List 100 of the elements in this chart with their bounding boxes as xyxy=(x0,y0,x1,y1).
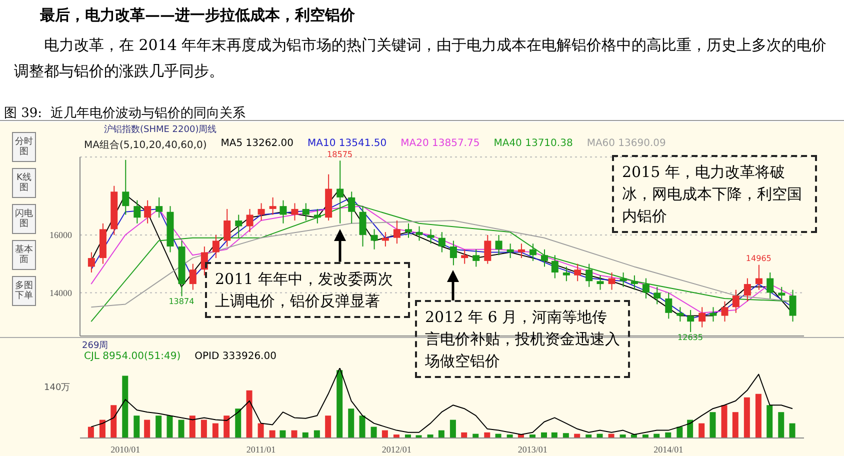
candlestick xyxy=(235,214,242,238)
text: MA60 13690.09 xyxy=(586,138,666,151)
text: 269周 xyxy=(82,340,108,351)
chart-subtitle: 电力改革，在 2014 年年末再度成为铝市场的热门关键词，由于电力成本在电解铝价格中的高比重，历史上多次的电价调整都与铝价的涨跌几乎同步。 xyxy=(14,35,828,82)
text: MA40 13710.38 xyxy=(494,138,573,151)
bar xyxy=(325,416,332,438)
bar xyxy=(156,416,162,438)
candlestick xyxy=(586,263,593,288)
bar xyxy=(291,430,298,438)
y-tick-label: 16000 xyxy=(50,230,72,240)
candlestick xyxy=(665,292,672,320)
text: 沪铝指数(SHME 2200)周线 xyxy=(104,124,217,136)
bar xyxy=(755,394,762,438)
text: 140万 xyxy=(44,382,70,394)
candlestick xyxy=(676,306,684,322)
series-label: CJL 8954.00(51:49) xyxy=(84,351,181,362)
annotation: 13874 xyxy=(168,297,196,306)
candlestick xyxy=(246,208,254,233)
bar xyxy=(224,416,230,438)
annotation: 14965 xyxy=(744,254,772,263)
bar xyxy=(732,412,738,438)
candlestick xyxy=(269,196,276,216)
candlestick xyxy=(291,202,298,222)
candlestick xyxy=(698,306,706,328)
bar xyxy=(710,412,716,438)
candlestick xyxy=(314,208,321,224)
candlestick xyxy=(370,228,378,250)
candlestick xyxy=(224,208,231,247)
bar xyxy=(766,405,773,438)
candlestick xyxy=(529,243,536,262)
candlestick xyxy=(710,306,717,322)
bar xyxy=(144,420,150,438)
candlestick xyxy=(789,289,796,322)
candlestick xyxy=(744,278,751,302)
bar xyxy=(450,420,456,438)
bar xyxy=(166,416,173,438)
bar xyxy=(461,432,468,438)
text: MA10 13541.50 xyxy=(308,138,387,149)
candlestick xyxy=(404,222,412,238)
candlestick xyxy=(393,220,400,244)
candlestick xyxy=(359,206,366,247)
bar xyxy=(258,423,264,438)
text: OPID 333926.00 xyxy=(194,351,276,362)
bar xyxy=(189,416,196,438)
bar xyxy=(302,432,308,438)
candlestick xyxy=(518,243,525,259)
bar xyxy=(562,433,569,438)
candlestick xyxy=(654,286,661,305)
candlestick xyxy=(280,200,287,224)
candlestick xyxy=(608,272,616,290)
text: K线图 xyxy=(12,168,36,198)
bar xyxy=(744,397,750,438)
bar xyxy=(665,432,672,438)
candlestick xyxy=(630,274,638,290)
x-tick-label: 2012/01 xyxy=(382,444,412,454)
bar xyxy=(370,426,377,438)
bar xyxy=(336,370,343,438)
bar xyxy=(280,430,286,438)
bar xyxy=(212,423,218,438)
bar xyxy=(359,416,366,438)
x-tick-label: 2014/01 xyxy=(654,444,684,454)
bar xyxy=(348,408,354,438)
annotation: 2012 年 6 月，河南等地传言电价补贴，投机资金迅速入场做空铝价 xyxy=(415,300,630,378)
candlestick xyxy=(88,252,95,273)
bar xyxy=(246,390,252,438)
bar xyxy=(416,435,422,438)
candlestick xyxy=(122,159,130,216)
candlestick xyxy=(596,274,604,290)
annotation: 2011 年年中，发改委两次上调电价，铝价反弹显著 xyxy=(205,262,410,318)
candlestick xyxy=(484,234,492,264)
candlestick xyxy=(189,263,196,290)
bar xyxy=(99,420,106,438)
bar xyxy=(314,430,320,438)
x-tick-label: 2011/01 xyxy=(246,444,276,454)
bar xyxy=(551,432,558,438)
text: MA20 13857.75 xyxy=(400,138,480,151)
bar xyxy=(778,412,784,438)
candlestick xyxy=(144,200,152,224)
bar xyxy=(88,426,94,438)
bar xyxy=(698,423,705,438)
candlestick xyxy=(721,300,728,322)
bar xyxy=(382,430,388,438)
text: 基本面 xyxy=(12,240,36,270)
text: MA5 13262.00 xyxy=(220,138,294,151)
candlestick xyxy=(427,228,434,244)
candlestick xyxy=(438,232,446,253)
y-tick-label: 14000 xyxy=(50,288,72,298)
annotation: 12635 xyxy=(676,333,704,342)
candlestick xyxy=(495,234,502,256)
bar xyxy=(789,423,796,438)
bar xyxy=(235,408,242,438)
candlestick xyxy=(506,243,514,259)
bar xyxy=(687,420,694,438)
candlestick xyxy=(562,266,570,282)
candlestick xyxy=(472,248,480,268)
candlestick xyxy=(755,264,762,290)
bar xyxy=(122,376,128,438)
candlestick xyxy=(416,226,423,242)
candlestick xyxy=(156,196,163,218)
candlestick xyxy=(461,248,468,264)
